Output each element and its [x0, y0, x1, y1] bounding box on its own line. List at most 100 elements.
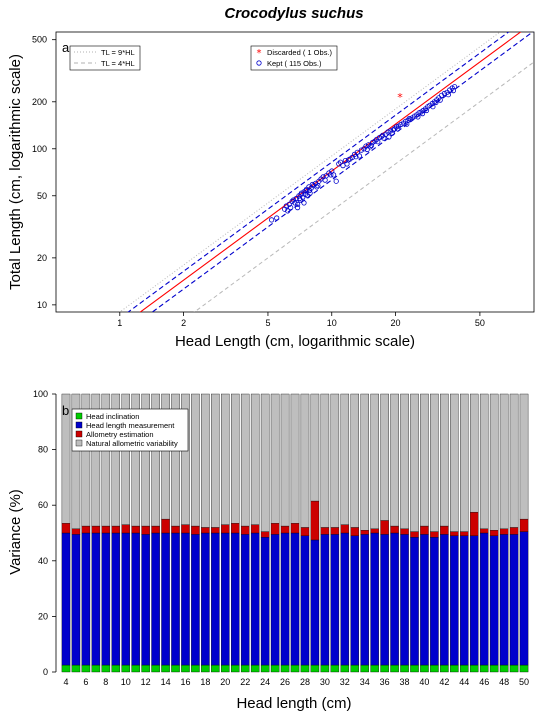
bar-segment [519, 393, 529, 520]
panel-a-y-ticks: 10 20 50 100 200 500 [32, 35, 56, 310]
panel-b-y-ticks: 0 20 40 60 80 100 [33, 389, 56, 677]
bar-segment [330, 664, 340, 673]
bar-segment [181, 532, 190, 666]
bar-segment [380, 393, 389, 521]
bar-segment [400, 664, 409, 673]
bar-segment [499, 528, 509, 535]
bar-segment [151, 393, 160, 527]
kept-observation-point [375, 139, 381, 145]
kept-observation-point [358, 147, 364, 153]
kept-observation-point [301, 200, 307, 206]
bar-segment [201, 393, 210, 528]
bar-segment [340, 393, 350, 525]
x-tick-label: 42 [439, 677, 449, 687]
y-tick-label: 100 [33, 389, 48, 399]
legend-item-label: Natural allometric variability [86, 439, 178, 448]
bar-segment [61, 664, 71, 673]
panel-a-x-axis-label: Head Length (cm, logarithmic scale) [175, 333, 415, 350]
kept-observation-point [309, 181, 315, 188]
x-tick-label: 36 [380, 677, 390, 687]
bar-segment [350, 527, 360, 536]
bar-segment [141, 534, 150, 666]
kept-observation-point [306, 187, 313, 194]
bar-segment [211, 393, 220, 528]
x-tick-label: 14 [161, 677, 171, 687]
legend-swatch-icon [75, 421, 83, 429]
bar-segment [270, 534, 280, 666]
bar-segment [469, 393, 479, 513]
kept-observation-point [380, 132, 386, 138]
bar-segment [400, 393, 409, 530]
panel-a-scatter-chart: Crocodylus suchus * 1 2 5 10 20 50 10 20 50 100 2… [7, 5, 535, 350]
bar-segment [290, 532, 300, 666]
bar-segment [450, 535, 459, 666]
x-tick-label: 50 [475, 318, 485, 328]
bar-segment [61, 393, 71, 524]
bar-segment [390, 525, 399, 534]
bar-segment [290, 523, 300, 534]
x-tick-label: 10 [327, 318, 337, 328]
fit-lower-band-line [151, 32, 534, 312]
bar-segment [300, 664, 310, 673]
bar-segment [370, 532, 379, 666]
x-tick-label: 22 [240, 677, 250, 687]
bar-segment [420, 525, 429, 535]
bar-segment [390, 664, 399, 673]
bar-segment [260, 531, 270, 538]
bar-segment [81, 525, 91, 534]
bar-segment [151, 532, 160, 666]
bar-segment [410, 531, 419, 538]
bar-segment [499, 664, 509, 673]
legend-item-label: TL = 4*HL [101, 59, 135, 68]
x-tick-label: 16 [180, 677, 190, 687]
y-tick-label: 20 [37, 253, 47, 263]
bar-segment [519, 531, 529, 666]
panel-b-label: b [62, 403, 69, 418]
bar-segment [410, 536, 419, 666]
kept-observation-point [322, 177, 328, 183]
x-tick-label: 38 [399, 677, 409, 687]
bar-segment [489, 530, 499, 536]
bar-segment [131, 525, 140, 534]
x-tick-label: 26 [280, 677, 290, 687]
bar-segment [101, 532, 111, 666]
x-tick-label: 48 [499, 677, 509, 687]
bar-segment [300, 527, 310, 536]
bar-segment [191, 525, 200, 535]
legend-swatch-icon [75, 430, 83, 438]
bar-segment [181, 393, 190, 525]
bar-segment [460, 531, 469, 536]
kept-observation-point [294, 201, 301, 207]
bar-segment [171, 532, 180, 666]
bar-segment [151, 664, 160, 673]
kept-observation-point [294, 205, 301, 211]
bar-segment [191, 393, 200, 527]
bar-segment [191, 534, 200, 666]
legend-star-marker-icon: * [257, 48, 262, 59]
fit-upper-band-line [127, 32, 510, 312]
kept-observation-point [415, 114, 421, 120]
panel-b-x-ticks: 4 6 8 10 12 14 16 18 20 22 24 26 28 30 32 34 36 38 40 42 44 4… [63, 677, 529, 687]
bar-segment [161, 518, 170, 534]
kept-observation-point [353, 154, 359, 160]
kept-observation-point [381, 135, 387, 141]
x-tick-label: 44 [459, 677, 469, 687]
bar-segment [310, 500, 320, 541]
bar-segment [250, 393, 260, 525]
bar-segment [320, 534, 330, 666]
y-tick-label: 50 [37, 191, 47, 201]
bar-segment [410, 393, 419, 532]
bar-segment [141, 664, 150, 673]
x-tick-label: 20 [391, 318, 401, 328]
bar-segment [370, 393, 379, 530]
bar-segment [320, 527, 330, 535]
bar-segment [91, 393, 101, 527]
bar-segment [81, 664, 91, 673]
kept-observation-point [402, 118, 409, 124]
y-tick-label: 500 [32, 35, 47, 45]
kept-observation-point [288, 205, 294, 211]
bar-segment [270, 523, 280, 535]
bar-segment [509, 527, 519, 535]
bar-segment [330, 393, 340, 528]
